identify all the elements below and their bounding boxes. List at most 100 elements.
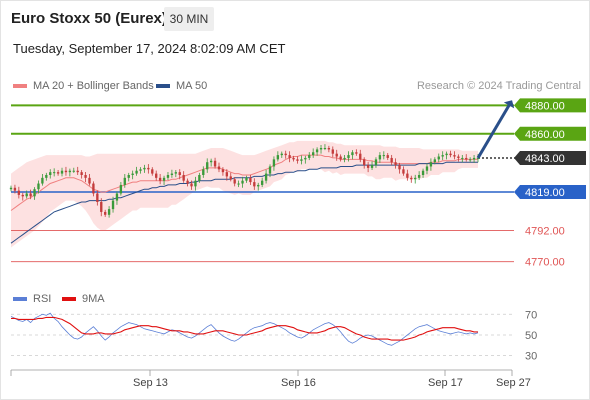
candle bbox=[327, 148, 331, 150]
legend-ma20-label: MA 20 + Bollinger Bands bbox=[33, 80, 154, 92]
candle bbox=[9, 187, 13, 190]
candle bbox=[425, 166, 429, 171]
candle bbox=[370, 165, 374, 168]
candle bbox=[139, 169, 142, 171]
candle bbox=[453, 155, 456, 157]
candle bbox=[147, 167, 150, 170]
level-label-4880.00: 4880.00 bbox=[525, 100, 565, 112]
candle bbox=[343, 157, 346, 160]
rsi-tick-label: 50 bbox=[525, 330, 537, 342]
candle bbox=[272, 159, 276, 167]
candle bbox=[127, 175, 130, 178]
candle bbox=[331, 149, 334, 154]
candle bbox=[382, 155, 385, 157]
candle bbox=[245, 177, 248, 181]
candle bbox=[355, 152, 358, 154]
candle bbox=[182, 175, 185, 181]
candle bbox=[80, 172, 83, 175]
candle bbox=[386, 155, 389, 158]
candle bbox=[288, 155, 291, 158]
candle bbox=[100, 202, 103, 212]
candle bbox=[249, 177, 252, 183]
legend-ma50-label: MA 50 bbox=[176, 80, 208, 92]
candle bbox=[233, 179, 236, 184]
candle bbox=[402, 169, 405, 174]
candle bbox=[21, 194, 24, 197]
candle bbox=[359, 153, 362, 160]
candle bbox=[406, 173, 409, 178]
x-tick-label: Sep 16 bbox=[281, 377, 316, 389]
timestamp: Tuesday, September 17, 2024 8:02:09 AM C… bbox=[13, 41, 286, 56]
candle bbox=[29, 193, 32, 197]
rsi-tick-label: 70 bbox=[525, 309, 537, 321]
candle bbox=[280, 153, 283, 156]
candle bbox=[394, 162, 397, 166]
candle bbox=[206, 162, 209, 170]
legend-rsi: RSI bbox=[13, 293, 51, 305]
candle bbox=[68, 170, 72, 173]
candle bbox=[186, 180, 189, 184]
candle bbox=[468, 159, 472, 161]
candle bbox=[465, 157, 468, 160]
candle bbox=[390, 157, 393, 163]
candle bbox=[17, 190, 21, 195]
candle bbox=[155, 173, 158, 178]
candle bbox=[115, 193, 119, 201]
candle bbox=[198, 175, 201, 181]
projection-arrowhead-icon bbox=[503, 100, 515, 109]
candle bbox=[296, 159, 299, 161]
candle bbox=[417, 175, 421, 178]
candle bbox=[264, 173, 268, 181]
candle bbox=[45, 175, 48, 178]
candles bbox=[9, 144, 480, 218]
candle bbox=[52, 172, 56, 174]
level-label-4770.00: 4770.00 bbox=[525, 257, 565, 269]
legend-rsi-ma: 9MA bbox=[62, 293, 105, 305]
candle bbox=[374, 159, 378, 166]
ma20-line bbox=[10, 154, 478, 211]
candle bbox=[241, 180, 244, 184]
candle bbox=[104, 211, 107, 215]
candle bbox=[457, 156, 460, 158]
candle bbox=[476, 157, 480, 159]
candle bbox=[225, 172, 229, 177]
candle bbox=[445, 153, 448, 156]
candle bbox=[319, 148, 323, 150]
candle bbox=[398, 165, 401, 170]
candle bbox=[217, 166, 221, 170]
level-label-4843.00: 4843.00 bbox=[525, 153, 565, 165]
level-label-4792.00: 4792.00 bbox=[525, 225, 565, 237]
candle bbox=[202, 169, 205, 175]
candle bbox=[143, 167, 146, 170]
candle bbox=[158, 177, 162, 181]
credit-text: Research © 2024 Trading Central bbox=[416, 80, 581, 92]
candle bbox=[260, 180, 264, 185]
candle bbox=[41, 177, 44, 184]
candle bbox=[304, 157, 307, 160]
candle bbox=[13, 187, 17, 191]
candle bbox=[414, 177, 417, 180]
candle bbox=[433, 159, 437, 163]
candle bbox=[292, 157, 295, 160]
candle bbox=[92, 183, 95, 194]
candle bbox=[441, 155, 444, 157]
legend-rsi-label: RSI bbox=[33, 293, 52, 305]
ma50-swatch-icon bbox=[156, 84, 170, 88]
candle bbox=[378, 155, 382, 160]
candle bbox=[190, 183, 193, 187]
candle bbox=[335, 153, 338, 157]
x-tick-label: Sep 13 bbox=[133, 377, 168, 389]
timeframe-badge[interactable]: 30 MIN bbox=[164, 7, 214, 31]
candle bbox=[429, 162, 433, 167]
candle bbox=[170, 173, 174, 175]
level-tag-4860.00 bbox=[514, 126, 586, 141]
rsi-ma-swatch-icon bbox=[62, 297, 76, 301]
candle bbox=[323, 148, 327, 149]
chart-title: Euro Stoxx 50 (Eurex) bbox=[11, 10, 167, 27]
candle bbox=[213, 160, 217, 167]
candle bbox=[162, 177, 166, 181]
candle bbox=[339, 156, 342, 160]
candle bbox=[123, 177, 126, 185]
candle bbox=[284, 153, 287, 156]
